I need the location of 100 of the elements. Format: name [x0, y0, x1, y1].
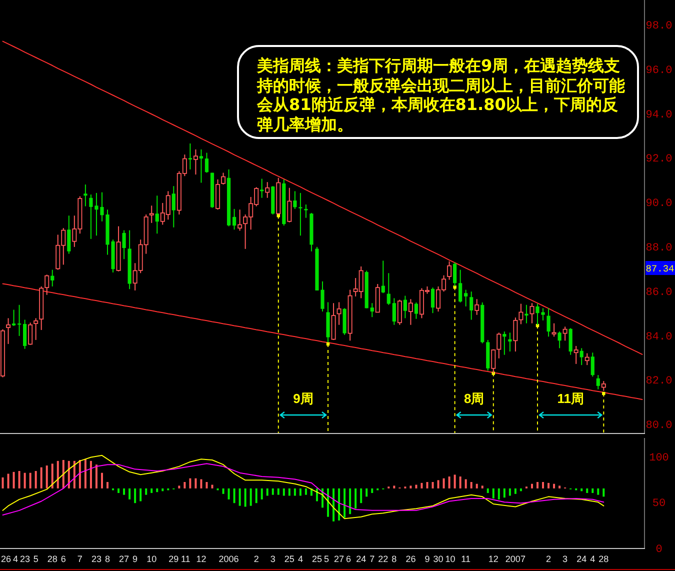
bar: [580, 488, 583, 492]
candlestick: [370, 302, 374, 318]
x-tick-label: 9: [132, 554, 138, 564]
y-tick-label: 86.0: [646, 286, 672, 299]
bar: [476, 484, 478, 488]
x-tick-label: 26: [0, 554, 12, 564]
y-tick-label: 98.0: [646, 20, 672, 32]
bar: [349, 488, 352, 514]
candlestick: [298, 192, 302, 236]
candlestick: [513, 317, 518, 352]
bar: [145, 488, 148, 495]
line-series: [2, 454, 604, 520]
bar: [90, 460, 92, 488]
point: [453, 286, 456, 289]
y-tick-label: 80.0: [646, 420, 672, 432]
bar: [238, 488, 241, 506]
bar: [156, 488, 158, 492]
x-tick-label: 4: [590, 554, 596, 564]
x-tick-label: 6: [346, 554, 352, 564]
bar: [426, 482, 428, 488]
x-tick-label: 25: [284, 554, 294, 564]
candlestick: [149, 205, 154, 224]
bar: [332, 488, 335, 522]
x-tick-label: 26: [406, 554, 416, 564]
bar: [371, 488, 374, 493]
bar: [100, 472, 103, 488]
bar: [12, 472, 15, 488]
candlestick: [23, 319, 27, 350]
bar: [454, 474, 456, 488]
bar: [338, 488, 340, 520]
candlestick: [122, 230, 126, 260]
bar: [492, 488, 494, 498]
x-tick-label: 8: [392, 554, 397, 564]
bar: [134, 488, 136, 504]
bar: [200, 479, 202, 488]
bar: [260, 488, 263, 500]
y-tick-label: 92.0: [646, 154, 672, 166]
x-tick-label: 3: [562, 554, 568, 564]
bar: [503, 488, 506, 498]
y-tick-label: 0: [656, 544, 662, 556]
candlestick: [458, 269, 462, 303]
y-tick-label: 90.0: [646, 198, 672, 210]
bar: [420, 482, 423, 488]
y-tick-label: 50: [652, 498, 666, 510]
bar: [344, 488, 346, 518]
bar: [255, 488, 258, 504]
candlestick: [590, 352, 594, 378]
bar: [250, 488, 252, 506]
x-tick-label: 12: [488, 554, 498, 564]
bar: [106, 482, 108, 488]
candlestick: [238, 209, 242, 232]
candlestick: [518, 303, 524, 325]
bar: [68, 460, 70, 488]
annotation: 美指周线：美指下行周期一般在9周，在遇趋势线支持的时候，一般反弹会出现二周以上，目前汇价可能会从81附近反弹，本周收在81.80以上，下周的反弹几率增加。: [237, 45, 639, 139]
candlestick: [524, 304, 528, 324]
candlestick: [293, 190, 297, 210]
bar: [542, 482, 544, 488]
bar: [514, 488, 516, 494]
bar: [189, 478, 192, 488]
candlestick: [28, 322, 33, 346]
candlestick: [287, 187, 292, 223]
candlestick: [172, 186, 176, 228]
bar: [530, 484, 533, 488]
x-tick-label: 8: [104, 554, 110, 564]
x-tick-label: 5: [324, 554, 329, 564]
x-tick-label: 27: [119, 554, 130, 564]
candlestick: [453, 262, 457, 287]
bar: [448, 476, 450, 488]
bar: [51, 464, 54, 488]
candlestick: [403, 295, 407, 319]
bar: [459, 476, 462, 488]
candlestick: [496, 332, 502, 359]
bar: [294, 488, 296, 496]
bar: [354, 488, 357, 509]
candlestick: [470, 291, 474, 320]
x-tick-label: 28: [598, 554, 609, 564]
candlestick: [502, 331, 506, 356]
candlestick: [304, 204, 308, 218]
y-tick-label: 96.0: [646, 64, 672, 77]
bar: [140, 488, 142, 502]
line-series: [2, 463, 604, 516]
bar: [29, 472, 32, 488]
candlestick: [392, 298, 396, 326]
bar: [184, 482, 186, 488]
bar: [602, 488, 605, 497]
candlestick: [34, 318, 38, 340]
x-tick-label: 23: [20, 554, 30, 564]
candlestick: [474, 298, 480, 316]
bar: [233, 488, 236, 504]
x-tick-label: 2: [254, 554, 259, 564]
candlestick: [568, 328, 572, 356]
bar: [366, 488, 368, 497]
bar: [272, 488, 274, 495]
line-series: [2, 40, 643, 355]
bar: [228, 488, 230, 500]
bar: [24, 472, 26, 488]
x-tick-label: 4: [298, 554, 303, 564]
candlestick: [584, 352, 590, 366]
candlestick: [204, 152, 209, 174]
x-tick-label: 12: [196, 554, 206, 564]
